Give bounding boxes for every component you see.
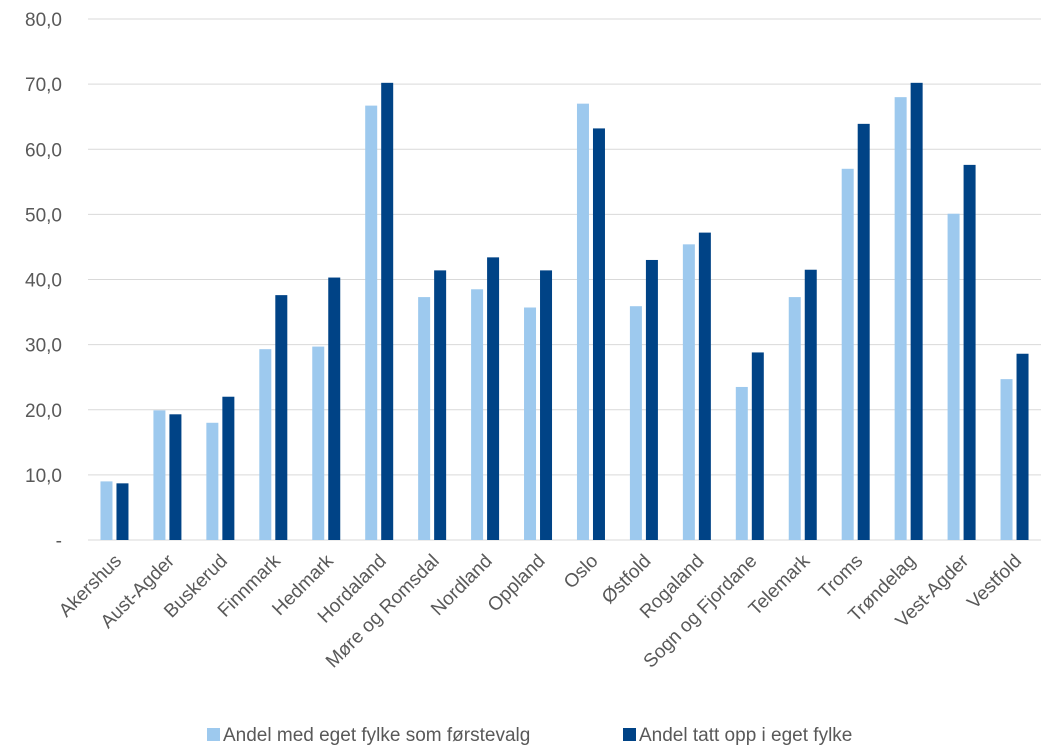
y-tick-label: 60,0 [25,140,62,161]
bar-forstevalg [947,213,960,540]
bar-tatt-opp [328,277,341,540]
bar-forstevalg [682,244,695,540]
legend: Andel med eget fylke som førstevalg Andel… [207,725,852,746]
legend-label: Andel tatt opp i eget fylke [639,725,852,746]
category-label: Troms [815,551,867,603]
bar-tatt-opp [698,232,711,541]
bar-forstevalg [894,97,907,541]
bars [100,82,1029,541]
bar-forstevalg [471,289,484,540]
bar-forstevalg [312,346,325,540]
bar-tatt-opp [1016,353,1029,540]
bar-forstevalg [365,105,378,541]
bar-forstevalg [153,410,166,540]
bar-forstevalg [576,103,589,540]
bar-tatt-opp [222,396,235,540]
bar-tatt-opp [116,483,129,540]
y-axis-tick-labels: - 10,0 20,0 30,0 40,0 50,0 60,0 70,0 80,0 [25,10,62,552]
bar-tatt-opp [963,164,976,540]
legend-label: Andel med eget fylke som førstevalg [223,725,530,746]
y-tick-label: 50,0 [25,205,62,226]
y-tick-label: 30,0 [25,336,62,357]
bar-forstevalg [524,307,537,540]
bar-forstevalg [841,168,854,540]
bar-tatt-opp [540,270,553,540]
category-label: Oppland [484,551,550,617]
bar-forstevalg [206,422,219,540]
legend-swatch [623,728,636,741]
y-tick-label: 80,0 [25,10,62,31]
bar-tatt-opp [751,352,764,540]
y-tick-label: 20,0 [25,401,62,422]
bar-tatt-opp [804,269,817,540]
category-label: Vestfold [963,551,1026,614]
bar-forstevalg [629,306,642,540]
x-axis-category-labels: AkershusAust-AgderBuskerudFinnmarkHedmar… [55,550,1026,672]
bar-forstevalg [735,386,748,540]
bar-tatt-opp [434,270,447,540]
y-tick-label: 40,0 [25,271,62,292]
bar-tatt-opp [275,295,288,540]
bar-forstevalg [1000,379,1013,540]
gridlines [88,18,1041,541]
bar-tatt-opp [381,82,394,540]
bar-tatt-opp [857,123,870,540]
bar-forstevalg [100,481,113,540]
bar-tatt-opp [592,128,605,540]
y-tick-label: 10,0 [25,466,62,487]
bar-forstevalg [418,297,431,540]
bar-tatt-opp [487,257,500,540]
y-tick-label: - [56,531,62,552]
category-label: Oslo [560,551,602,593]
y-tick-label: 70,0 [25,75,62,96]
bar-tatt-opp [910,82,923,540]
bar-tatt-opp [645,259,658,540]
bar-forstevalg [259,349,272,540]
bar-tatt-opp [169,414,182,540]
bar-forstevalg [788,297,801,540]
legend-swatch [207,728,220,741]
